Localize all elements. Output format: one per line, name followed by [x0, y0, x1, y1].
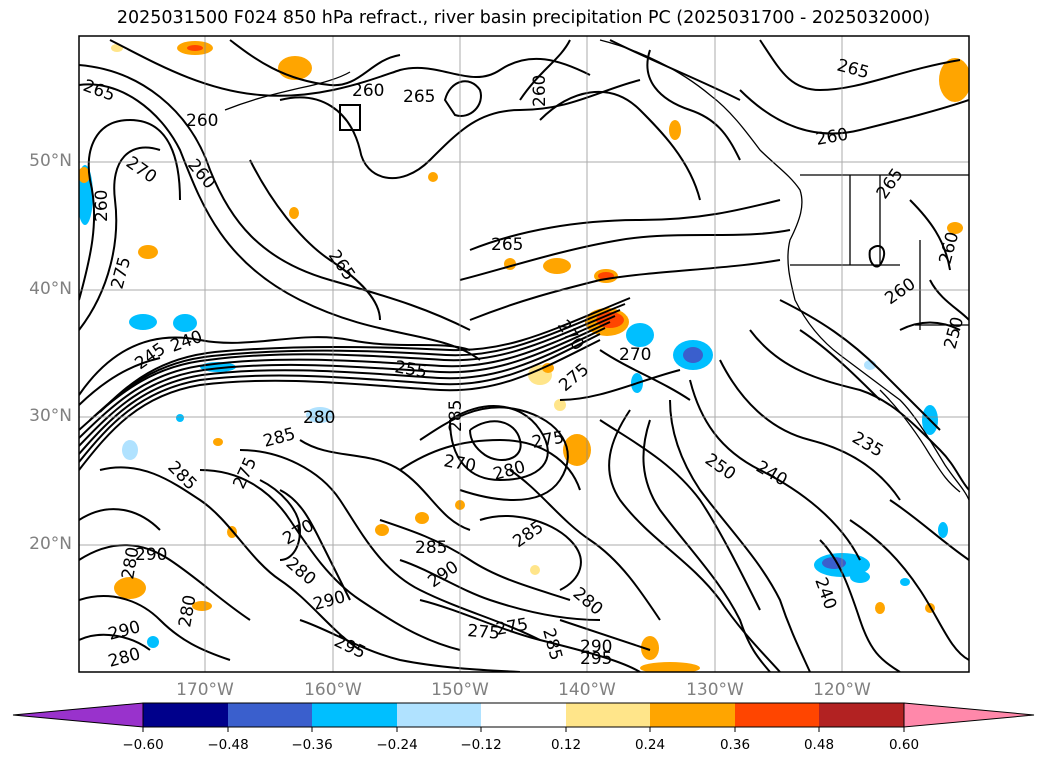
contour-label: 285 [415, 538, 447, 558]
colorbar-tick-label: −0.24 [376, 737, 418, 753]
contour-label: 275 [467, 621, 501, 644]
contour-label: 260 [352, 81, 384, 101]
contour-label: 280 [303, 408, 335, 428]
colorbar [12, 702, 1035, 732]
contour-label: 260 [92, 190, 112, 222]
contour-label: 290 [580, 637, 612, 657]
graticule [79, 36, 969, 672]
lon-label-130w: 130°W [686, 680, 744, 700]
lat-label-40n: 40°N [29, 279, 72, 299]
lat-label-50n: 50°N [29, 151, 72, 171]
colorbar-tick-label: 0.36 [719, 737, 751, 753]
contour-label: 290 [135, 545, 167, 565]
lat-label-20n: 20°N [29, 534, 72, 554]
contour-label: 260 [186, 111, 218, 131]
coastlines [224, 39, 969, 501]
lon-label-170w: 170°W [176, 680, 234, 700]
lon-label-150w: 150°W [431, 680, 489, 700]
contour-label: 270 [619, 345, 651, 365]
contour-label: 265 [491, 235, 523, 255]
colorbar-tick-label: −0.36 [291, 737, 333, 753]
colorbar-tick-label: 0.60 [888, 737, 920, 753]
contour-label: 260 [530, 75, 550, 107]
colorbar-tick-label: −0.12 [460, 737, 502, 753]
lon-label-140w: 140°W [558, 680, 616, 700]
colorbar-tick-label: 0.12 [550, 737, 582, 753]
colorbar-tick-label: −0.60 [122, 737, 164, 753]
map-frame [78, 35, 970, 673]
contour-label: 285 [446, 400, 466, 432]
colorbar-tick-label: 0.48 [803, 737, 835, 753]
contour-label: 265 [403, 87, 435, 107]
map-title: 2025031500 F024 850 hPa refract., river … [116, 8, 931, 28]
lon-label-160w: 160°W [304, 680, 362, 700]
refractivity-contours [79, 39, 969, 672]
lon-label-120w: 120°W [813, 680, 871, 700]
contour-label: 295 [580, 649, 612, 669]
colorbar-tick-label: 0.24 [634, 737, 666, 753]
colorbar-tick-label: −0.48 [207, 737, 249, 753]
lat-label-30n: 30°N [29, 406, 72, 426]
